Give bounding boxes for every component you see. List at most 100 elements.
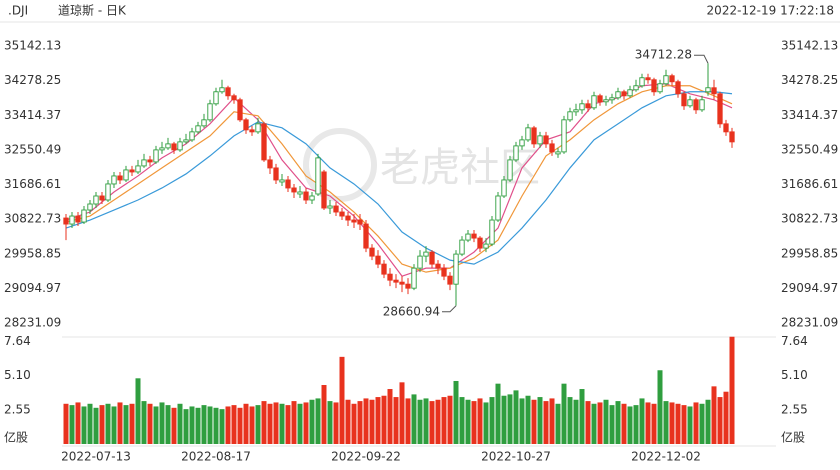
volume-bar <box>411 394 417 444</box>
candle-body <box>495 195 501 221</box>
candle-body <box>291 187 297 193</box>
y-tick-label-right: 2.55 <box>781 402 808 416</box>
candle-body <box>675 81 681 95</box>
volume-bar <box>585 401 591 444</box>
volume-bar <box>519 398 525 444</box>
volume-bar <box>567 397 573 444</box>
volume-bar <box>303 402 309 444</box>
candle-body <box>303 191 309 201</box>
candle-body <box>705 87 711 93</box>
volume-bar <box>189 406 195 444</box>
candle-body <box>513 145 519 161</box>
candle-body <box>603 99 609 103</box>
volume-bar <box>483 402 489 444</box>
volume-bar <box>105 403 111 444</box>
y-tick-label: 33414.37 <box>4 108 61 122</box>
candle-body <box>639 77 645 87</box>
candle-body <box>681 93 687 107</box>
volume-bar <box>363 398 369 444</box>
candle-body <box>555 151 561 155</box>
y-tick-label-right: 35142.13 <box>781 39 838 53</box>
volume-bar <box>429 401 435 444</box>
volume-bar <box>531 399 537 444</box>
y-tick-label-right: 29094.97 <box>781 281 838 295</box>
volume-bar <box>231 405 237 444</box>
candle-body <box>381 263 387 275</box>
volume-bar <box>345 399 351 444</box>
candle-body <box>567 111 573 121</box>
candle-body <box>525 127 531 141</box>
volume-bar <box>267 403 273 444</box>
volume-bar <box>351 403 357 444</box>
volume-bar <box>249 406 255 444</box>
candle-body <box>63 217 69 225</box>
annotation-leader <box>442 305 457 313</box>
candle-body <box>489 219 495 245</box>
timestamp: 2022-12-19 17:22:18 <box>707 4 834 18</box>
candle-body <box>111 175 117 185</box>
y-tick-label: 29958.85 <box>4 246 61 260</box>
candle-body <box>573 109 579 113</box>
candle-body <box>507 159 513 181</box>
volume-bar <box>729 336 735 444</box>
volume-bar <box>489 397 495 444</box>
candle-body <box>453 253 459 285</box>
y-tick-label-right: 29958.85 <box>781 246 838 260</box>
candle-body <box>261 123 267 161</box>
volume-bar <box>435 399 441 444</box>
y-tick-label-right: 31686.61 <box>781 177 838 191</box>
volume-bar <box>297 403 303 444</box>
candle-body <box>579 103 585 111</box>
y-tick-label: 2.55 <box>4 402 31 416</box>
candle-body <box>441 267 447 277</box>
candle-body <box>393 279 399 283</box>
candle-body <box>693 99 699 111</box>
volume-bar <box>291 401 297 444</box>
volume-bar <box>621 403 627 444</box>
volume-bar <box>555 403 561 444</box>
candle-body <box>255 123 261 133</box>
volume-bar <box>387 389 393 444</box>
candle-body <box>105 183 111 201</box>
volume-bar <box>441 397 447 444</box>
volume-bar <box>507 394 513 444</box>
candle-body <box>549 143 555 153</box>
volume-bar <box>285 405 291 444</box>
volume-bar <box>213 407 219 444</box>
volume-bar <box>159 402 165 444</box>
candle-body <box>423 251 429 257</box>
volume-bar <box>657 370 663 444</box>
candle-body <box>69 215 75 225</box>
volume-bar <box>705 399 711 444</box>
y-tick-label-right: 7.64 <box>781 334 808 348</box>
candle-body <box>243 119 249 131</box>
volume-bar <box>255 405 261 444</box>
volume-bar <box>309 399 315 444</box>
candle-body <box>621 91 627 97</box>
volume-bar <box>399 382 405 444</box>
candle-body <box>147 159 153 163</box>
candle-body <box>405 283 411 289</box>
volume-bar <box>417 399 423 444</box>
candle-body <box>633 85 639 91</box>
volume-bar <box>687 406 693 444</box>
candle-body <box>165 143 171 149</box>
candle-body <box>387 273 393 281</box>
volume-bar <box>669 402 675 444</box>
candle-body <box>663 75 669 85</box>
candle-body <box>435 263 441 269</box>
candle-body <box>465 233 471 241</box>
candle-body <box>195 125 201 133</box>
candle-body <box>159 147 165 151</box>
x-tick-label: 2022-07-13 <box>61 450 131 464</box>
candle-body <box>669 75 675 83</box>
candle-body <box>657 83 663 93</box>
x-tick-label: 2022-10-27 <box>481 450 551 464</box>
candle-body <box>213 91 219 105</box>
y-tick-label-right: 32550.49 <box>781 142 838 156</box>
candle-body <box>471 233 477 239</box>
volume-bar <box>603 399 609 444</box>
volume-bar <box>597 402 603 444</box>
candle-body <box>231 95 237 101</box>
